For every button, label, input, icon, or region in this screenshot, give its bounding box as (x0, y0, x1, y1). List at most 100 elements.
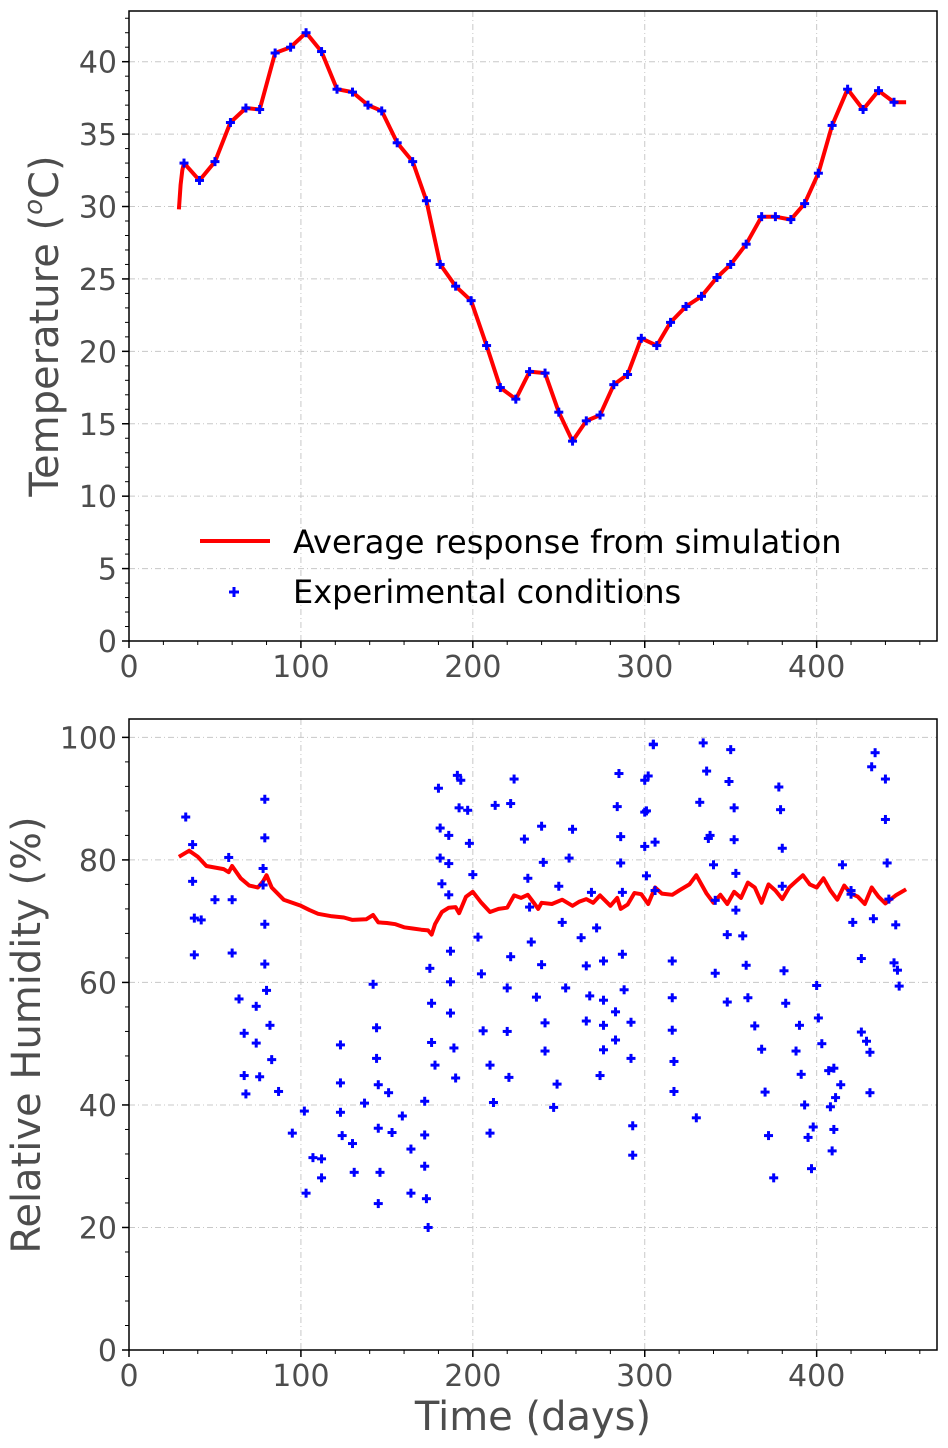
humidity-experimental-point (595, 1071, 605, 1081)
humidity-experimental-point (774, 782, 784, 792)
humidity-experimental-point (454, 803, 464, 813)
humidity-experimental-point (894, 981, 904, 991)
temperature-y-tick-label: 25 (79, 263, 117, 298)
humidity-experimental-point (437, 879, 447, 889)
humidity-experimental-point (537, 960, 547, 970)
legend: Average response from simulation Experim… (200, 523, 842, 611)
temperature-experimental-point (377, 106, 387, 116)
temperature-experimental-point (636, 333, 646, 343)
temperature-y-tick-label: 35 (79, 118, 117, 153)
humidity-experimental-point (760, 1087, 770, 1097)
humidity-experimental-point (581, 1016, 591, 1026)
humidity-experimental-point (452, 770, 462, 780)
humidity-experimental-point (435, 853, 445, 863)
humidity-experimental-point (476, 969, 486, 979)
humidity-experimental-point (616, 832, 626, 842)
humidity-experimental-point (643, 771, 653, 781)
humidity-experimental-point (586, 887, 596, 897)
temperature-experimental-point (874, 86, 884, 96)
humidity-experimental-point (800, 1100, 810, 1110)
humidity-y-tick-label: 20 (79, 1211, 117, 1246)
humidity-experimental-point (731, 905, 741, 915)
humidity-experimental-point (445, 1008, 455, 1018)
humidity-series (177, 738, 908, 1232)
humidity-experimental-point (884, 894, 894, 904)
humidity-experimental-point (598, 1045, 608, 1055)
humidity-experimental-point (406, 1188, 416, 1198)
temperature-experimental-point (225, 118, 235, 128)
humidity-experimental-point (825, 1102, 835, 1112)
temperature-x-tick-label: 200 (444, 650, 501, 685)
humidity-experimental-point (612, 802, 622, 812)
humidity-experimental-point (640, 841, 650, 851)
temperature-x-tick-label: 400 (788, 650, 845, 685)
temperature-y-tick-label: 5 (98, 553, 117, 588)
humidity-experimental-point (335, 1078, 345, 1088)
humidity-plot-frame (128, 718, 938, 1351)
humidity-experimental-point (611, 1007, 621, 1017)
humidity-experimental-point (445, 977, 455, 987)
temperature-plot-frame (128, 10, 938, 642)
temperature-series (176, 28, 907, 446)
humidity-experimental-point (628, 1150, 638, 1160)
humidity-experimental-point (592, 923, 602, 933)
humidity-experimental-point (870, 748, 880, 758)
humidity-experimental-point (568, 824, 578, 834)
humidity-experimental-point (710, 895, 720, 905)
humidity-experimental-point (397, 1111, 407, 1121)
humidity-experimental-point (423, 1222, 433, 1232)
humidity-experimental-point (317, 1154, 327, 1164)
humidity-experimental-point (667, 1025, 677, 1035)
humidity-experimental-point (234, 994, 244, 1004)
humidity-experimental-point (420, 1161, 430, 1171)
humidity-experimental-point (617, 949, 627, 959)
humidity-experimental-point (829, 1124, 839, 1134)
humidity-y-tick-label: 0 (98, 1334, 117, 1369)
humidity-experimental-point (420, 1130, 430, 1140)
humidity-experimental-point (485, 1060, 495, 1070)
temperature-experimental-point (623, 370, 633, 380)
humidity-experimental-point (791, 1046, 801, 1056)
temperature-experimental-point (813, 168, 823, 178)
humidity-experimental-point (726, 745, 736, 755)
humidity-x-tick-label: 200 (444, 1359, 501, 1394)
temperature-experimental-point (568, 436, 578, 446)
legend-label-simulation: Average response from simulation (293, 523, 842, 561)
humidity-experimental-point (227, 948, 237, 958)
humidity-experimental-point (722, 997, 732, 1007)
temperature-y-tick-label: 30 (79, 191, 117, 226)
humidity-x-tick-label: 300 (616, 1359, 673, 1394)
temperature-experimental-point (712, 272, 722, 282)
temperature-experimental-point (301, 28, 311, 38)
humidity-y-tick-label: 80 (79, 844, 117, 879)
humidity-experimental-point (614, 769, 624, 779)
humidity-panel: 0 100 200 300 400 0 20 40 60 80 100 Relative Humid… (4, 718, 938, 1440)
temperature-experimental-point (786, 215, 796, 225)
humidity-experimental-point (769, 1173, 779, 1183)
humidity-experimental-point (349, 1167, 359, 1177)
humidity-experimental-point (375, 1167, 385, 1177)
humidity-experimental-point (525, 902, 535, 912)
humidity-experimental-point (641, 806, 651, 816)
temperature-experimental-point (482, 341, 492, 351)
humidity-experimental-point (619, 985, 629, 995)
temperature-y-tick-label: 40 (79, 46, 117, 81)
humidity-experimental-point (813, 1013, 823, 1023)
temperature-x-tick-label: 100 (272, 650, 329, 685)
humidity-experimental-point (456, 775, 466, 785)
humidity-experimental-point (260, 833, 270, 843)
humidity-experimental-point (523, 873, 533, 883)
humidity-y-tick-label: 40 (79, 1089, 117, 1124)
humidity-experimental-point (880, 814, 890, 824)
humidity-experimental-point (757, 1044, 767, 1054)
humidity-experimental-point (729, 835, 739, 845)
humidity-experimental-point (538, 857, 548, 867)
temperature-x-tick-label: 300 (616, 650, 673, 685)
temperature-experimental-point (540, 368, 550, 378)
humidity-experimental-point (406, 1144, 416, 1154)
temperature-y-tick-label: 20 (79, 335, 117, 370)
humidity-experimental-point (829, 1063, 839, 1073)
humidity-experimental-point (420, 1096, 430, 1106)
humidity-experimental-point (865, 1047, 875, 1057)
